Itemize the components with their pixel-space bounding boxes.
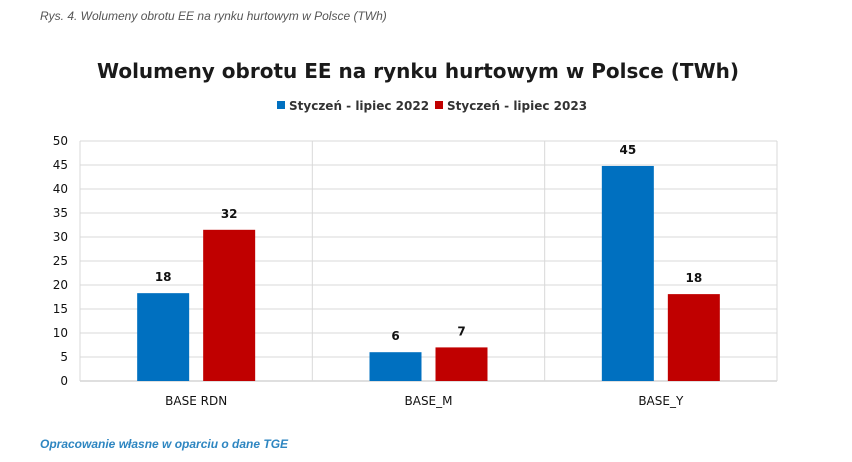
legend-swatch <box>277 101 285 109</box>
x-axis: BASE RDN BASE_M BASE_Y <box>165 394 684 408</box>
y-tick-label: 20 <box>53 278 68 292</box>
x-category-label: BASE RDN <box>165 394 227 408</box>
bar <box>203 229 256 381</box>
bar <box>435 347 488 381</box>
bar <box>137 293 190 381</box>
y-tick-label: 30 <box>53 230 68 244</box>
data-label: 18 <box>685 271 702 285</box>
y-tick-label: 5 <box>60 350 68 364</box>
y-tick-label: 10 <box>53 326 68 340</box>
legend-label: Styczeń - lipiec 2023 <box>447 99 587 113</box>
x-category-label: BASE_Y <box>638 394 684 408</box>
bar <box>667 294 720 381</box>
bar <box>369 352 422 381</box>
legend-label: Styczeń - lipiec 2022 <box>289 99 429 113</box>
chart-legend: Styczeń - lipiec 2022 Styczeń - lipiec 20… <box>277 99 587 113</box>
y-tick-label: 15 <box>53 302 68 316</box>
bar <box>601 165 654 381</box>
chart-gridlines <box>79 140 778 382</box>
data-label: 45 <box>619 143 636 157</box>
y-axis: 0 5 10 15 20 25 30 35 40 45 50 <box>53 134 68 388</box>
chart-title: Wolumeny obrotu EE na rynku hurtowym w P… <box>97 59 739 83</box>
data-label: 18 <box>155 270 172 284</box>
data-label: 6 <box>391 329 399 343</box>
y-tick-label: 0 <box>60 374 68 388</box>
figure-caption: Rys. 4. Wolumeny obrotu EE na rynku hurt… <box>40 9 387 23</box>
chart-bars: 18 32 6 7 45 18 <box>137 143 720 381</box>
data-label: 32 <box>221 207 238 221</box>
y-tick-label: 40 <box>53 182 68 196</box>
y-tick-label: 50 <box>53 134 68 148</box>
data-label: 7 <box>457 324 465 338</box>
legend-swatch <box>435 101 443 109</box>
source-note: Opracowanie własne w oparciu o dane TGE <box>40 437 289 451</box>
y-tick-label: 45 <box>53 158 68 172</box>
y-tick-label: 25 <box>53 254 68 268</box>
x-category-label: BASE_M <box>405 394 453 408</box>
y-tick-label: 35 <box>53 206 68 220</box>
